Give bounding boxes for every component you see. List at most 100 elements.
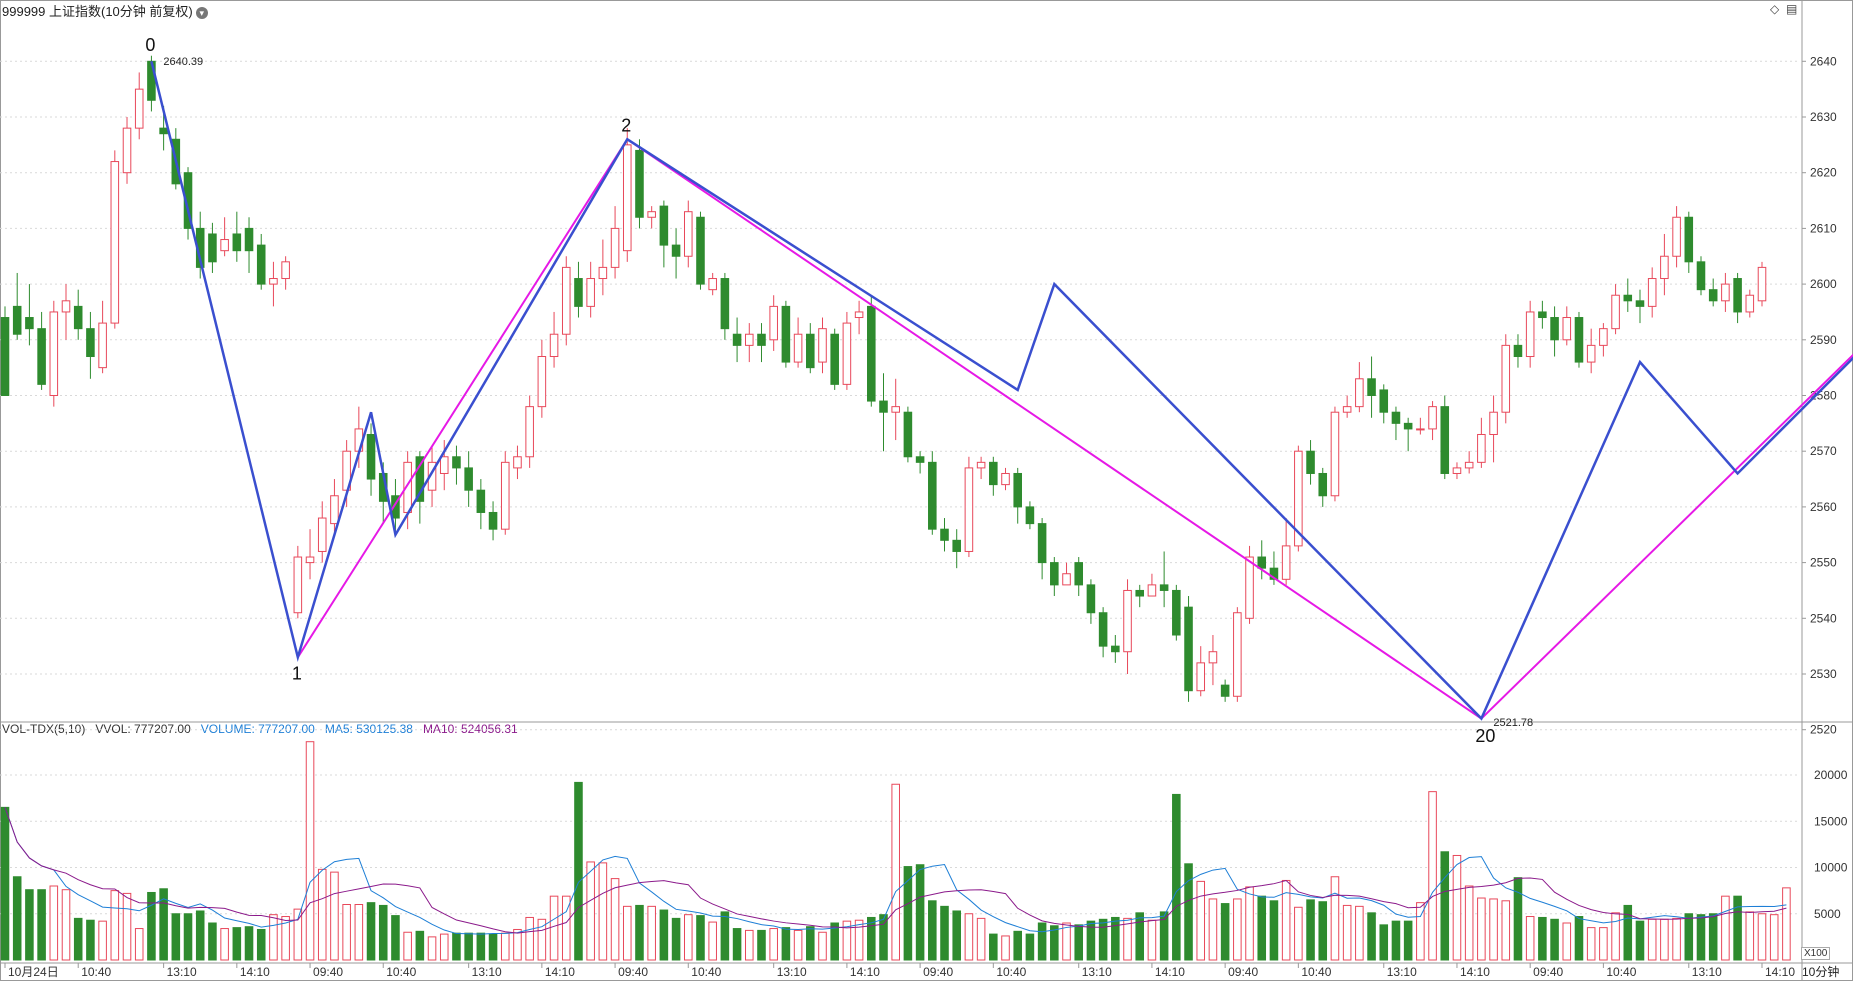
candle-body xyxy=(1220,684,1230,697)
volume-bar xyxy=(1647,918,1657,961)
candle-body xyxy=(842,322,852,385)
candle-body xyxy=(232,233,242,252)
time-tick-label: 13:10 xyxy=(777,965,807,979)
price-tick-label: 2530 xyxy=(1810,667,1837,681)
price-tick-label: 2590 xyxy=(1810,333,1837,347)
volume-bar xyxy=(732,928,742,961)
time-tick-label: 09:40 xyxy=(618,965,648,979)
candle-body xyxy=(1367,378,1376,397)
time-tick-label: 14:10 xyxy=(1460,965,1490,979)
time-tick-label: 14:10 xyxy=(1155,965,1185,979)
candle-body xyxy=(1489,411,1498,435)
candle-body xyxy=(220,239,229,252)
volume-bar xyxy=(1513,877,1523,961)
candle-body xyxy=(964,467,974,552)
volume-bar xyxy=(1135,912,1145,961)
volume-bar xyxy=(1574,916,1584,961)
candle-body xyxy=(415,456,425,502)
volume-bar xyxy=(1111,916,1120,961)
volume-bar xyxy=(159,888,168,961)
candle-body xyxy=(1464,461,1474,469)
candle-body xyxy=(1355,378,1364,408)
volume-bar xyxy=(1172,793,1181,961)
time-tick-label: 10:40 xyxy=(691,965,721,979)
candle-body xyxy=(1233,612,1242,697)
magenta-wave-line xyxy=(296,137,1853,720)
time-tick-label: 09:40 xyxy=(1228,965,1258,979)
volume-bar xyxy=(1733,895,1742,961)
price-tick-label: 2600 xyxy=(1810,277,1837,291)
candle-body xyxy=(647,211,656,218)
menu-icon[interactable]: ▤ xyxy=(1786,2,1798,16)
candle-body xyxy=(1623,294,1633,302)
candle-body xyxy=(1574,317,1584,363)
candle-body xyxy=(1525,311,1535,358)
volume-bar xyxy=(1013,930,1022,961)
candle-body xyxy=(1733,278,1742,313)
volume-bar xyxy=(1403,920,1413,961)
volume-bar xyxy=(1220,903,1230,961)
candle-body xyxy=(659,205,669,246)
candle-body xyxy=(1062,573,1071,586)
volume-bar xyxy=(1330,876,1340,961)
volume-bar xyxy=(1318,901,1328,961)
candle-body xyxy=(1501,344,1511,413)
candle-body xyxy=(98,322,107,369)
volume-bar xyxy=(1050,925,1059,961)
volume-bar xyxy=(1635,920,1645,961)
volume-bar xyxy=(854,919,864,961)
volume-bar xyxy=(1428,791,1437,961)
chart-title: 999999 上证指数(10分钟 前复权) ▾ xyxy=(2,1,208,20)
diamond-icon[interactable]: ◇ xyxy=(1770,2,1780,16)
vol-indicator-name[interactable]: VOL-TDX(5,10) xyxy=(2,722,86,736)
candle-body xyxy=(49,311,59,397)
price-tick-label: 2640 xyxy=(1810,54,1837,68)
volume-bar xyxy=(903,866,913,961)
time-tick-label: 09:40 xyxy=(1533,965,1563,979)
candle-body xyxy=(635,149,644,218)
volume-bar xyxy=(1684,913,1694,961)
volume-bar xyxy=(1001,935,1010,961)
candle-body xyxy=(1660,255,1669,280)
volume-bar xyxy=(354,904,364,961)
candle-body xyxy=(1757,266,1767,302)
volume-bar xyxy=(928,900,937,961)
time-tick-label: 10:40 xyxy=(386,965,416,979)
candle-body xyxy=(293,556,303,614)
candle-body xyxy=(891,406,900,413)
volume-bar xyxy=(1464,885,1474,961)
candle-body xyxy=(867,305,876,402)
scale-badge: X100 xyxy=(1801,947,1831,960)
volume-bar xyxy=(452,932,461,961)
candle-body xyxy=(500,461,510,530)
volume-bar xyxy=(98,920,107,961)
volume-bar xyxy=(1477,897,1486,961)
volume-bar xyxy=(1550,918,1559,961)
candle-body xyxy=(757,333,766,346)
volume-bar xyxy=(488,933,498,961)
volume-bar xyxy=(915,864,925,961)
volume-bar xyxy=(1391,920,1401,961)
volume-bar xyxy=(1708,913,1718,961)
candle-body xyxy=(818,328,827,363)
chevron-down-icon[interactable]: ▾ xyxy=(195,6,208,19)
period-label[interactable]: 10分钟 xyxy=(1802,965,1840,979)
volume-bar xyxy=(1184,863,1193,961)
candle-body xyxy=(452,456,461,469)
candle-body xyxy=(244,227,254,252)
volume-bar xyxy=(1769,914,1779,961)
volume-bar xyxy=(793,929,803,961)
volume-bar xyxy=(537,918,547,961)
candle-body xyxy=(622,144,632,252)
volume-bar xyxy=(220,928,229,961)
volume-bar xyxy=(647,905,656,961)
candle-body xyxy=(1135,589,1145,597)
volume-bar xyxy=(1269,900,1279,961)
volume-bar xyxy=(37,889,46,961)
time-tick-label: 10:40 xyxy=(81,965,111,979)
wave-label-20: 20 xyxy=(1475,726,1495,746)
candle-body xyxy=(1721,283,1730,302)
volume-bar xyxy=(1025,933,1035,961)
volume-bar xyxy=(1745,911,1755,961)
